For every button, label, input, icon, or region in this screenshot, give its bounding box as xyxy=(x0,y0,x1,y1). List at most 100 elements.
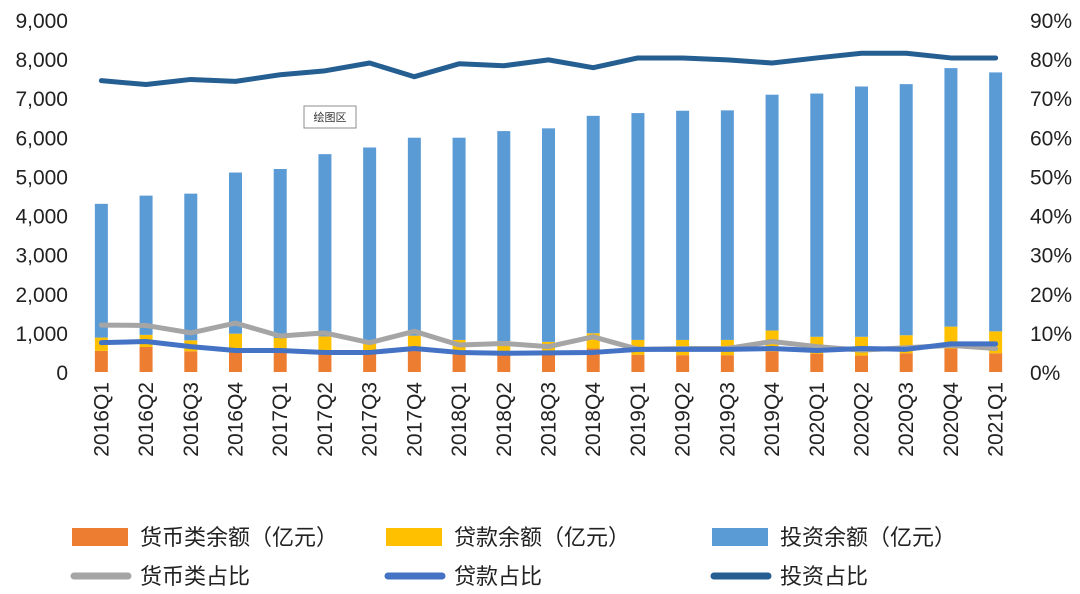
bar-cash-2020Q3 xyxy=(899,353,913,372)
x-tick-label: 2020Q2 xyxy=(851,382,874,457)
right-tick-label: 10% xyxy=(1030,323,1072,346)
bar-invest-2016Q4 xyxy=(229,172,242,334)
x-tick-label: 2019Q1 xyxy=(627,382,650,457)
bar-cash-2021Q1 xyxy=(989,353,1003,372)
bar-loan-2017Q1 xyxy=(273,337,287,351)
legend-label: 贷款占比 xyxy=(454,565,542,590)
bar-invest-2020Q3 xyxy=(899,84,913,336)
bar-cash-2018Q3 xyxy=(542,352,555,372)
bar-cash-2016Q2 xyxy=(139,346,153,372)
x-tick-label: 2018Q2 xyxy=(493,382,516,457)
left-tick-label: 6,000 xyxy=(15,127,68,150)
bar-cash-2020Q1 xyxy=(810,353,824,372)
bar-invest-2017Q4 xyxy=(407,137,421,336)
bar-cash-2017Q3 xyxy=(363,352,377,372)
x-tick-label: 2018Q1 xyxy=(448,382,471,457)
bar-invest-2018Q2 xyxy=(497,131,511,342)
bar-invest-2018Q1 xyxy=(452,137,466,340)
bar-cash-2017Q2 xyxy=(318,353,332,372)
left-tick-label: 7,000 xyxy=(15,88,68,111)
right-y-axis: 0% 10% 20% 30% 40% 50% 60% 70% 80% 90% xyxy=(1030,10,1072,385)
bar-cash-2017Q4 xyxy=(407,350,421,372)
legend-swatch xyxy=(712,528,768,546)
bar-cash-2019Q4 xyxy=(765,351,779,372)
left-tick-label: 3,000 xyxy=(15,245,68,268)
x-tick-label: 2018Q3 xyxy=(538,382,561,457)
x-tick-label: 2020Q1 xyxy=(806,382,829,457)
legend: 货币类余额（亿元） 贷款余额（亿元） 投资余额（亿元） 货币类占比 贷款占比 投资占比 xyxy=(70,526,956,590)
x-tick-label: 2017Q2 xyxy=(314,382,337,457)
right-tick-label: 50% xyxy=(1030,166,1072,189)
bar-invest-2016Q1 xyxy=(94,203,108,338)
bar-cash-2018Q2 xyxy=(497,354,511,372)
left-tick-label: 1,000 xyxy=(15,323,68,346)
x-tick-label: 2017Q1 xyxy=(269,382,292,457)
bar-invest-2019Q2 xyxy=(676,110,690,340)
bar-invest-2016Q2 xyxy=(139,195,153,335)
x-tick-label: 2016Q3 xyxy=(180,382,203,457)
right-tick-label: 40% xyxy=(1030,206,1072,229)
left-tick-label: 0 xyxy=(56,362,68,385)
bar-invest-2019Q1 xyxy=(631,113,645,340)
x-tick-label: 2019Q4 xyxy=(761,382,784,457)
x-tick-label: 2021Q1 xyxy=(985,382,1008,457)
right-tick-label: 90% xyxy=(1030,10,1072,33)
right-tick-label: 0% xyxy=(1030,362,1060,385)
bar-invest-2016Q3 xyxy=(184,193,198,341)
left-tick-label: 9,000 xyxy=(15,10,68,33)
bar-cash-2020Q4 xyxy=(944,348,958,372)
bar-invest-2017Q2 xyxy=(318,154,332,337)
bar-invest-2020Q4 xyxy=(944,68,958,327)
bar-invest-2019Q4 xyxy=(765,94,779,331)
right-tick-label: 60% xyxy=(1030,127,1072,150)
bar-cash-2016Q3 xyxy=(184,351,198,372)
bar-cash-2020Q2 xyxy=(855,355,868,372)
legend-label: 货币类占比 xyxy=(140,565,250,590)
bar-loan-2017Q2 xyxy=(318,336,332,354)
bar-cash-2019Q1 xyxy=(631,354,645,372)
bar-loan-2016Q4 xyxy=(229,333,242,349)
left-tick-label: 5,000 xyxy=(15,166,68,189)
x-tick-label: 2020Q4 xyxy=(940,382,963,457)
left-tick-label: 2,000 xyxy=(15,284,68,307)
loan-ratio-line xyxy=(98,338,999,356)
bar-cash-2016Q1 xyxy=(94,350,108,372)
left-y-axis: 0 1,000 2,000 3,000 4,000 5,000 6,000 7,000 8,00… xyxy=(15,10,68,385)
x-tick-label: 2020Q3 xyxy=(895,382,918,457)
x-tick-label: 2019Q3 xyxy=(716,382,739,457)
invest-ratio-line xyxy=(98,50,999,88)
x-axis: 2016Q1 2016Q2 2016Q3 2016Q4 2017Q1 2017Q2 2017… xyxy=(90,382,1007,457)
left-tick-label: 8,000 xyxy=(15,49,68,72)
plot-area-tooltip: 绘图区 xyxy=(303,105,357,129)
x-tick-label: 2018Q4 xyxy=(582,382,605,457)
bar-cash-2017Q1 xyxy=(273,350,287,372)
bar-invest-2020Q2 xyxy=(855,86,868,337)
legend-label: 投资占比 xyxy=(780,565,868,590)
bar-cash-2016Q4 xyxy=(229,348,242,372)
bar-invest-2017Q3 xyxy=(363,147,377,342)
legend-label: 贷款余额（亿元） xyxy=(454,526,630,551)
bar-loan-2017Q3 xyxy=(363,341,377,353)
bars-layer xyxy=(94,68,1003,372)
right-tick-label: 20% xyxy=(1030,284,1072,307)
bar-invest-2017Q1 xyxy=(273,169,287,338)
x-tick-label: 2016Q1 xyxy=(90,382,113,457)
lines-layer xyxy=(98,50,999,356)
x-tick-label: 2017Q3 xyxy=(359,382,382,457)
right-tick-label: 80% xyxy=(1030,49,1072,72)
plot-area-tooltip-box xyxy=(303,105,357,129)
bar-cash-2019Q3 xyxy=(720,355,734,372)
bar-invest-2019Q3 xyxy=(720,110,734,340)
x-tick-label: 2017Q4 xyxy=(403,382,426,457)
bar-invest-2020Q1 xyxy=(810,93,824,337)
plot-area-tooltip-text: 绘图区 xyxy=(314,110,347,124)
legend-swatch xyxy=(386,528,442,546)
bar-invest-2021Q1 xyxy=(989,72,1003,332)
legend-swatch xyxy=(72,528,128,546)
bar-cash-2019Q2 xyxy=(676,355,690,372)
legend-label: 货币类余额（亿元） xyxy=(140,526,338,551)
bar-invest-2018Q4 xyxy=(586,115,600,334)
left-tick-label: 4,000 xyxy=(15,206,68,229)
